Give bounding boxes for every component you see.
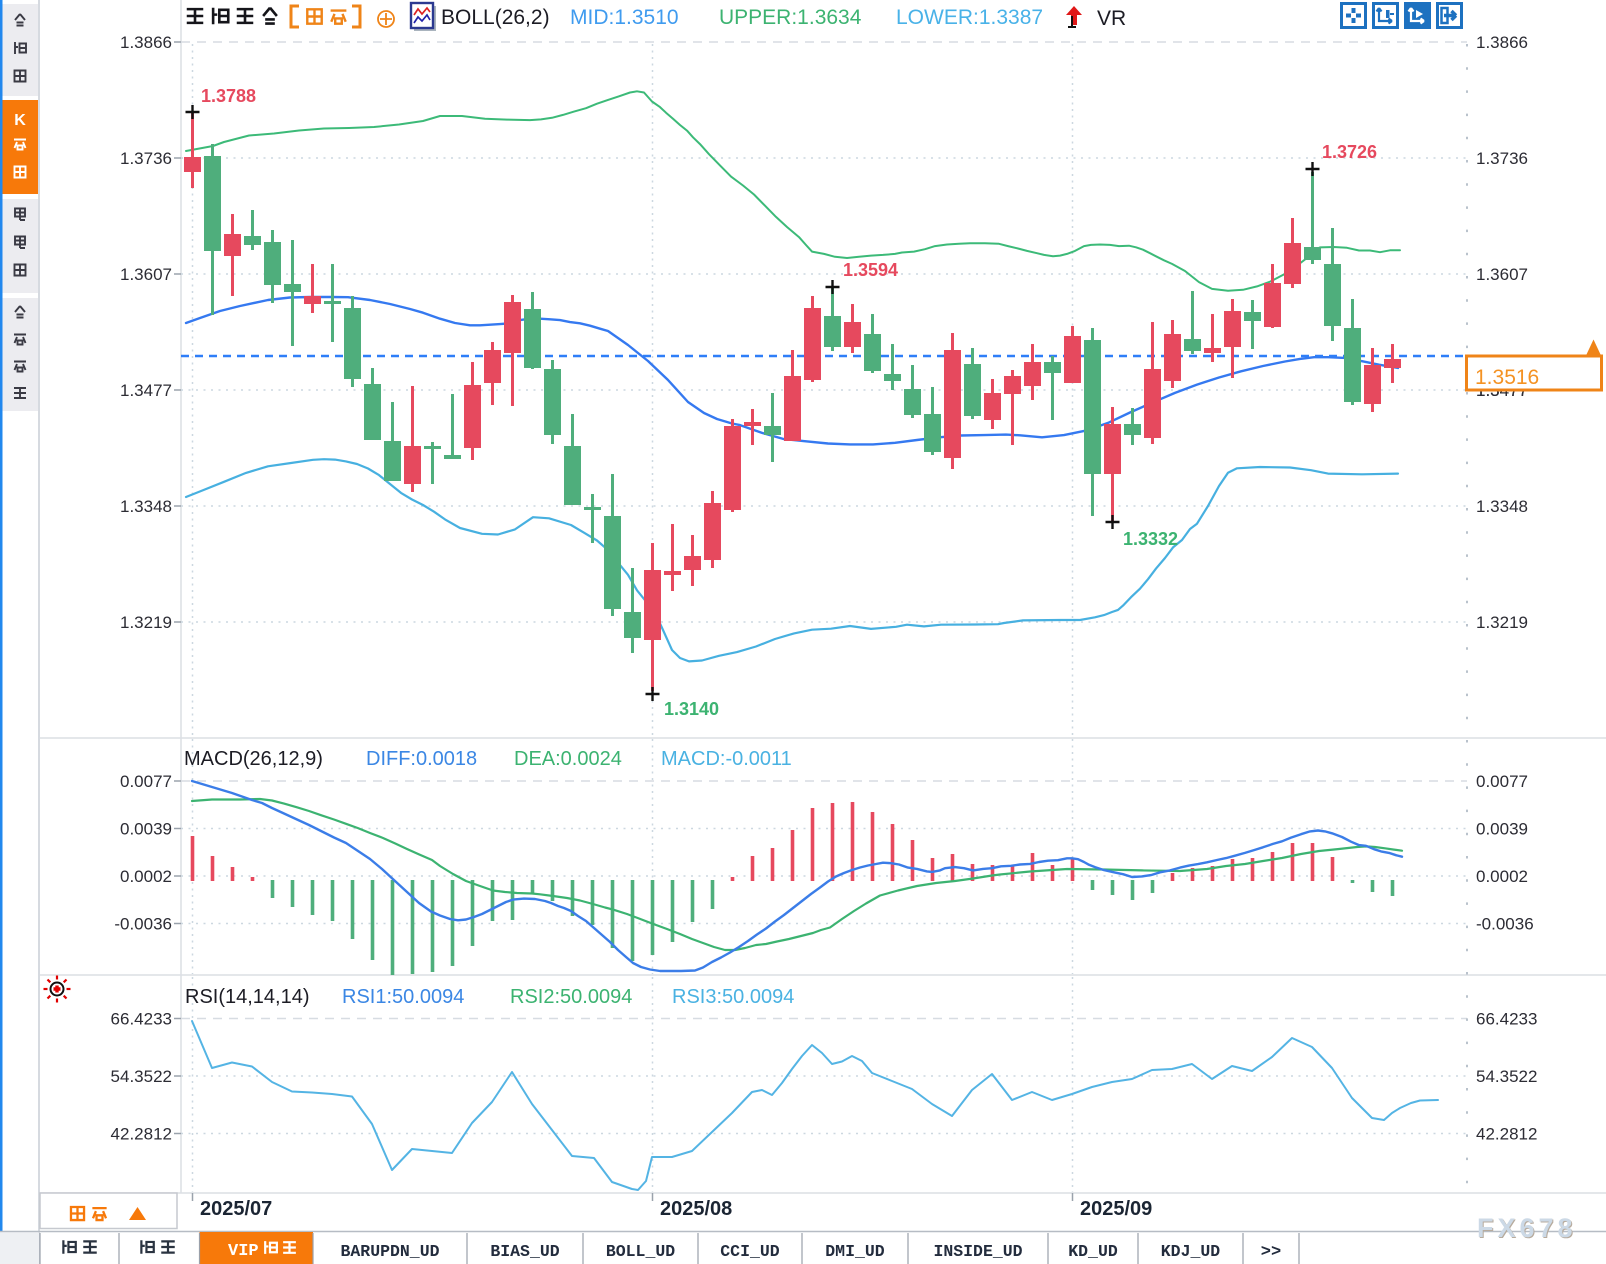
svg-text:1.3348: 1.3348 [1476,497,1528,516]
svg-text:1.3607: 1.3607 [120,265,172,284]
svg-text:1.3866: 1.3866 [120,33,172,52]
svg-text:1.3219: 1.3219 [120,613,172,632]
svg-text:1.3219: 1.3219 [1476,613,1528,632]
svg-text:VIP: VIP [228,1242,259,1261]
svg-text:1.3348: 1.3348 [120,497,172,516]
svg-text:-0.0036: -0.0036 [1476,915,1534,934]
svg-text:2025/08: 2025/08 [660,1198,732,1220]
svg-text:DEA:0.0024: DEA:0.0024 [514,748,622,770]
svg-text:42.2812: 42.2812 [111,1125,172,1144]
svg-text:BARUPDN_UD: BARUPDN_UD [340,1242,439,1261]
svg-text:LOWER:1.3387: LOWER:1.3387 [896,6,1043,29]
svg-text:FX678: FX678 [1477,1213,1577,1243]
svg-text:MACD(26,12,9): MACD(26,12,9) [184,748,323,770]
svg-text:BOLL_UD: BOLL_UD [606,1242,675,1261]
svg-text:RSI(14,14,14): RSI(14,14,14) [185,986,310,1008]
svg-text:RSI3:50.0094: RSI3:50.0094 [672,986,794,1008]
svg-text:-0.0036: -0.0036 [114,915,172,934]
svg-text:1.3788: 1.3788 [201,86,256,106]
svg-text:K: K [14,112,26,129]
svg-text:54.3522: 54.3522 [111,1067,172,1086]
svg-text:KD_UD: KD_UD [1068,1242,1118,1261]
svg-text:0.0039: 0.0039 [1476,820,1528,839]
svg-text:1.3332: 1.3332 [1123,529,1178,549]
svg-text:KDJ_UD: KDJ_UD [1161,1242,1221,1261]
svg-text:BOLL(26,2): BOLL(26,2) [441,6,550,29]
svg-text:RSI2:50.0094: RSI2:50.0094 [510,986,632,1008]
svg-text:0.0077: 0.0077 [120,772,172,791]
svg-text:DIFF:0.0018: DIFF:0.0018 [366,748,477,770]
svg-text:1.3736: 1.3736 [1476,149,1528,168]
svg-text:0.0077: 0.0077 [1476,772,1528,791]
svg-text:2025/07: 2025/07 [200,1198,272,1220]
svg-text:66.4233: 66.4233 [1476,1010,1537,1029]
svg-text:1.3866: 1.3866 [1476,33,1528,52]
svg-text:DMI_UD: DMI_UD [825,1242,885,1261]
svg-text:CCI_UD: CCI_UD [720,1242,780,1261]
svg-text:66.4233: 66.4233 [111,1010,172,1029]
svg-text:1.3607: 1.3607 [1476,265,1528,284]
svg-text:1.3594: 1.3594 [843,260,898,280]
svg-text:0.0002: 0.0002 [1476,867,1528,886]
svg-text:1.3140: 1.3140 [664,699,719,719]
svg-text:>>: >> [1261,1243,1281,1262]
svg-text:VR: VR [1097,7,1126,30]
svg-text:1.3736: 1.3736 [120,149,172,168]
svg-text:RSI1:50.0094: RSI1:50.0094 [342,986,464,1008]
svg-text:1.3477: 1.3477 [120,381,172,400]
svg-text:0.0039: 0.0039 [120,820,172,839]
svg-text:MACD:-0.0011: MACD:-0.0011 [661,748,792,770]
svg-text:UPPER:1.3634: UPPER:1.3634 [719,6,862,29]
svg-text:1.3516: 1.3516 [1475,366,1539,389]
svg-text:MID:1.3510: MID:1.3510 [570,6,679,29]
svg-text:42.2812: 42.2812 [1476,1125,1537,1144]
svg-text:0.0002: 0.0002 [120,867,172,886]
svg-text:INSIDE_UD: INSIDE_UD [933,1242,1022,1261]
svg-text:FX678: FX678 [1478,1214,1578,1244]
svg-text:1.3726: 1.3726 [1322,142,1377,162]
svg-text:BIAS_UD: BIAS_UD [490,1242,559,1261]
svg-text:54.3522: 54.3522 [1476,1067,1537,1086]
svg-text:2025/09: 2025/09 [1080,1198,1152,1220]
